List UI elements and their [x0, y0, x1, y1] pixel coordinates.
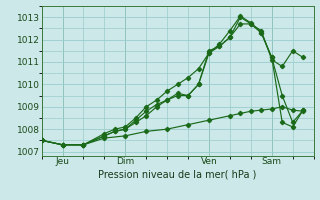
X-axis label: Pression niveau de la mer( hPa ): Pression niveau de la mer( hPa ): [99, 169, 257, 179]
